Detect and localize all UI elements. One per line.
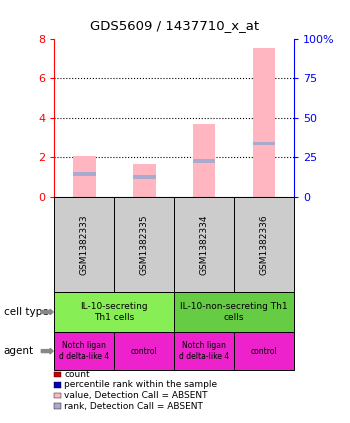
Text: GSM1382335: GSM1382335 [140, 214, 149, 275]
Text: Notch ligan
d delta-like 4: Notch ligan d delta-like 4 [179, 341, 229, 361]
Text: value, Detection Call = ABSENT: value, Detection Call = ABSENT [64, 391, 208, 400]
Text: IL-10-secreting
Th1 cells: IL-10-secreting Th1 cells [80, 302, 148, 321]
Bar [133, 175, 155, 179]
Bar [193, 124, 216, 197]
Text: percentile rank within the sample: percentile rank within the sample [64, 380, 217, 390]
Bar [253, 142, 275, 145]
Text: control: control [251, 346, 278, 356]
Text: GDS5609 / 1437710_x_at: GDS5609 / 1437710_x_at [90, 19, 260, 32]
Text: rank, Detection Call = ABSENT: rank, Detection Call = ABSENT [64, 401, 203, 411]
Bar [133, 164, 155, 197]
Bar [253, 48, 275, 197]
Text: count: count [64, 370, 90, 379]
Text: GSM1382333: GSM1382333 [80, 214, 89, 275]
Bar [193, 159, 216, 163]
Text: GSM1382336: GSM1382336 [260, 214, 268, 275]
Text: Notch ligan
d delta-like 4: Notch ligan d delta-like 4 [59, 341, 109, 361]
Bar [73, 172, 96, 176]
Text: control: control [131, 346, 158, 356]
Text: GSM1382334: GSM1382334 [199, 214, 209, 275]
Text: agent: agent [4, 346, 34, 356]
Text: IL-10-non-secreting Th1
cells: IL-10-non-secreting Th1 cells [180, 302, 288, 321]
Bar [73, 156, 96, 197]
Text: cell type: cell type [4, 307, 48, 317]
